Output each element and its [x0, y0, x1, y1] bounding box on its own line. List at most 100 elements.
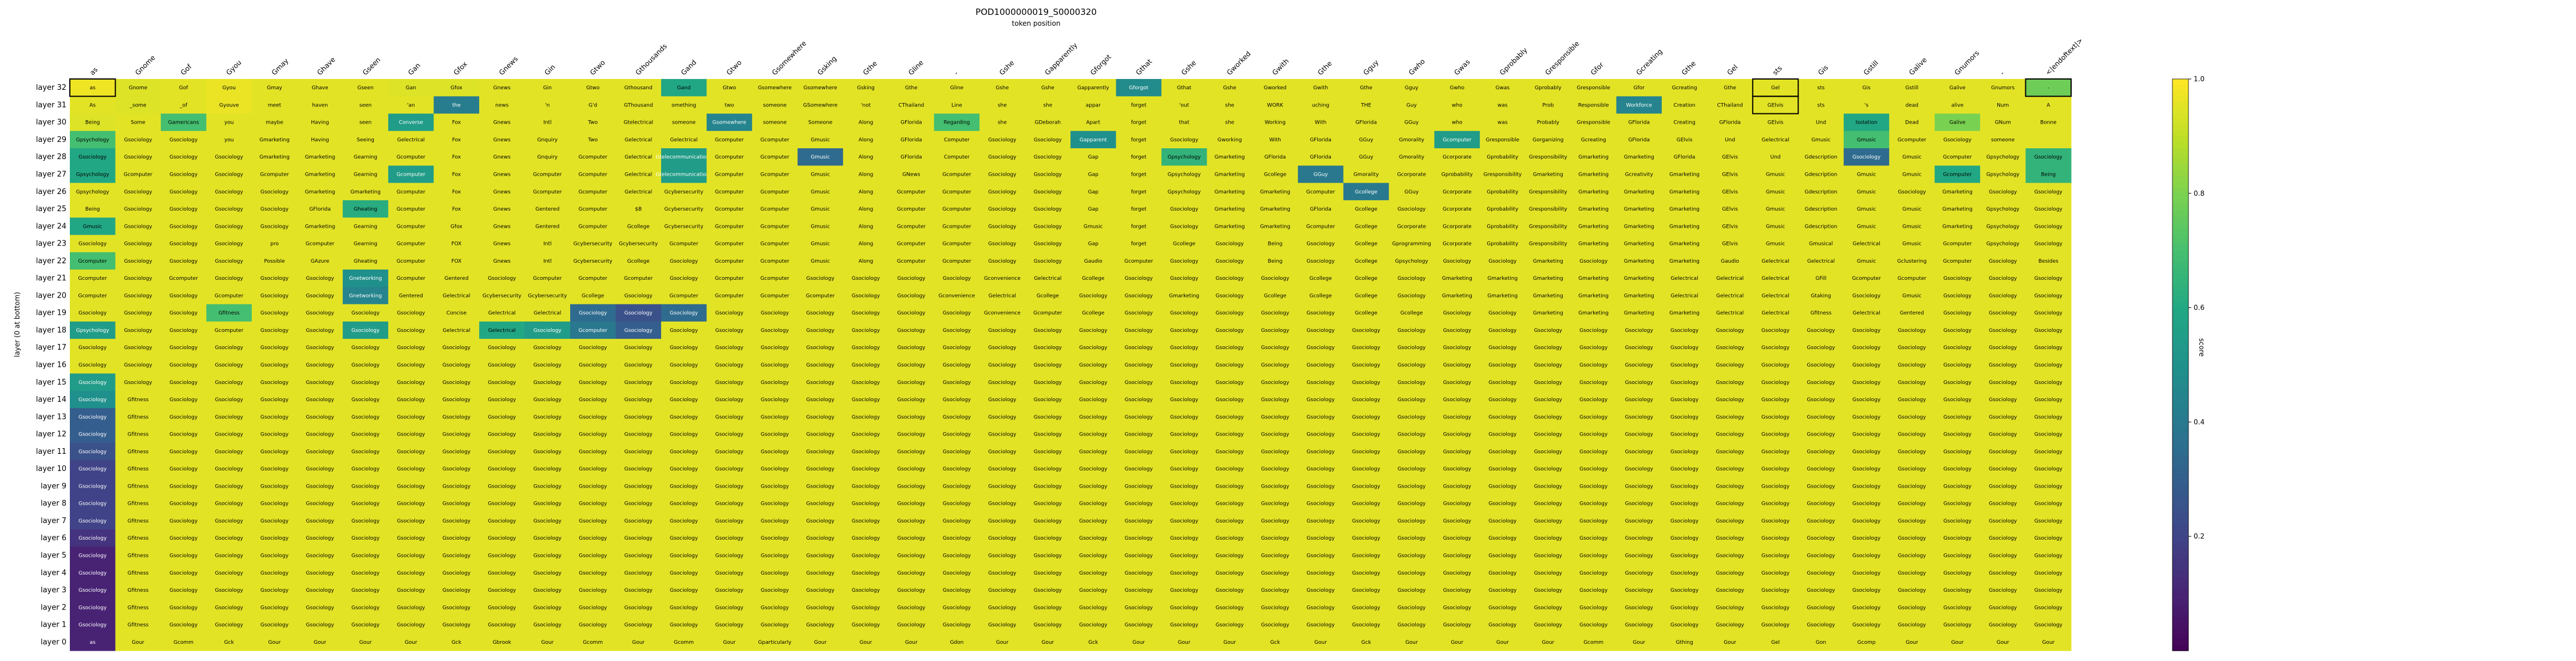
cell-label: Gsociology [716, 311, 744, 316]
cell-label: Gsociology [442, 380, 471, 386]
heatmap-cell [1571, 425, 1617, 444]
heatmap-cell [1889, 165, 1935, 184]
heatmap-cell [934, 79, 980, 97]
cell-label: Gsociology [1034, 189, 1062, 195]
heatmap-cell [706, 408, 753, 426]
x-tick-label: Gthe [1680, 60, 1697, 77]
cell-label: Gsociology [716, 380, 744, 386]
heatmap-cell [1661, 165, 1708, 184]
heatmap-cell [797, 373, 844, 391]
heatmap-cell [70, 235, 116, 253]
cell-label: Gsociology [1261, 623, 1290, 628]
cell-label: Gsociology [1579, 380, 1608, 386]
heatmap-cell [1571, 581, 1617, 599]
heatmap-cell [297, 339, 343, 357]
heatmap-cell [297, 356, 343, 374]
cell-label: Gmarketing [1442, 293, 1472, 299]
heatmap-cell [524, 512, 571, 530]
heatmap-cell [1798, 460, 1844, 478]
heatmap-cell [1434, 477, 1480, 496]
cell-label: Gsociology [1034, 155, 1062, 160]
heatmap-cell [160, 130, 207, 149]
heatmap-cell [115, 183, 161, 201]
heatmap-cell [797, 304, 844, 322]
heatmap-cell [888, 321, 935, 339]
x-tick-label: Gsomewhere [771, 39, 808, 77]
heatmap-cell [433, 494, 480, 513]
heatmap-cell [388, 599, 434, 616]
cell-label: Gsociology [1989, 363, 2017, 369]
cell-label: Gentered [1900, 311, 1924, 316]
heatmap-cell [1889, 477, 1935, 496]
heatmap-cell [1343, 581, 1389, 599]
heatmap-cell [1525, 564, 1571, 582]
cell-label: Gsociology [1852, 623, 1881, 628]
cell-label: Gour [1496, 640, 1509, 646]
cell-label: Gsociology [897, 466, 926, 472]
heatmap-cell [888, 130, 935, 149]
heatmap-cell [1843, 564, 1890, 582]
heatmap-cell [160, 408, 207, 426]
heatmap-cell [115, 217, 161, 235]
cell-label: Gcomputer [397, 189, 426, 195]
y-tick-label: layer 30 [36, 118, 66, 127]
cell-label: Gcollege [1082, 311, 1105, 316]
heatmap-cell [1389, 529, 1435, 547]
cell-label: Gsociology [1488, 518, 1517, 524]
y-tick-label: layer 20 [36, 291, 66, 300]
cell-label: Gtelectrical [623, 120, 653, 126]
heatmap-cell [297, 425, 343, 444]
cell-label: Gsociology [1898, 328, 1926, 334]
heatmap-cell [752, 356, 798, 374]
heatmap-cell [706, 564, 753, 582]
heatmap-cell [1934, 200, 1981, 218]
cell-label: Gsociology [1261, 518, 1290, 524]
cell-label: Gcomputer [1943, 242, 1972, 247]
heatmap-cell [206, 96, 252, 114]
heatmap-cell [797, 165, 844, 184]
colorbar-segment [2172, 130, 2188, 137]
heatmap-cell [1434, 304, 1480, 322]
colorbar-segment [2172, 571, 2188, 577]
heatmap-cell [1525, 494, 1571, 513]
colorbar-segment [2172, 113, 2188, 120]
cell-label: Gsociology [761, 501, 789, 507]
cell-label: THE [1361, 102, 1372, 108]
heatmap-cell [1480, 564, 1526, 582]
heatmap-cell [615, 494, 662, 513]
cell-label: Gsociology [1761, 432, 1790, 438]
cell-label: Gsociology [1306, 605, 1335, 611]
cell-label: Gsociology [1125, 380, 1153, 386]
cell-label: Gcomputer [169, 276, 198, 282]
heatmap-cell [1298, 633, 1344, 651]
heatmap-cell [752, 373, 798, 391]
cell-label: Gcybersecurity [574, 242, 613, 247]
heatmap-cell [1298, 390, 1344, 409]
cell-label: Gsociology [1125, 345, 1153, 351]
cell-label: Gsociology [1034, 466, 1062, 472]
cell-label: Gcomputer [579, 172, 608, 178]
y-tick-label: layer 16 [36, 361, 66, 370]
heatmap-cell [1389, 113, 1435, 132]
heatmap-cell [1934, 235, 1981, 253]
cell-label: Gmarketing [1260, 224, 1290, 229]
cell-label: Gsociology [534, 484, 562, 489]
heatmap-cell [752, 616, 798, 634]
heatmap-cell [251, 477, 298, 496]
heatmap-cell [1343, 113, 1389, 132]
heatmap-cell [342, 287, 389, 305]
cell-label: Gwho [1450, 85, 1465, 91]
cell-label: Gsociology [1216, 553, 1244, 559]
heatmap-cell [1389, 373, 1435, 391]
cell-label: Gsociology [1216, 536, 1244, 541]
cell-label: Gmarketing [1260, 189, 1290, 195]
cell-label: Gsociology [1534, 466, 1563, 472]
heatmap-cell [2025, 477, 2072, 496]
heatmap-cell [1025, 130, 1071, 149]
heatmap-cell [297, 529, 343, 547]
cell-label: Gelectrical [625, 155, 652, 160]
cell-label: Gmarketing [1533, 276, 1563, 282]
cell-label: Gmarketing [1624, 311, 1654, 316]
cell-label: Gsociology [1170, 623, 1199, 628]
heatmap-cell [1298, 512, 1344, 530]
